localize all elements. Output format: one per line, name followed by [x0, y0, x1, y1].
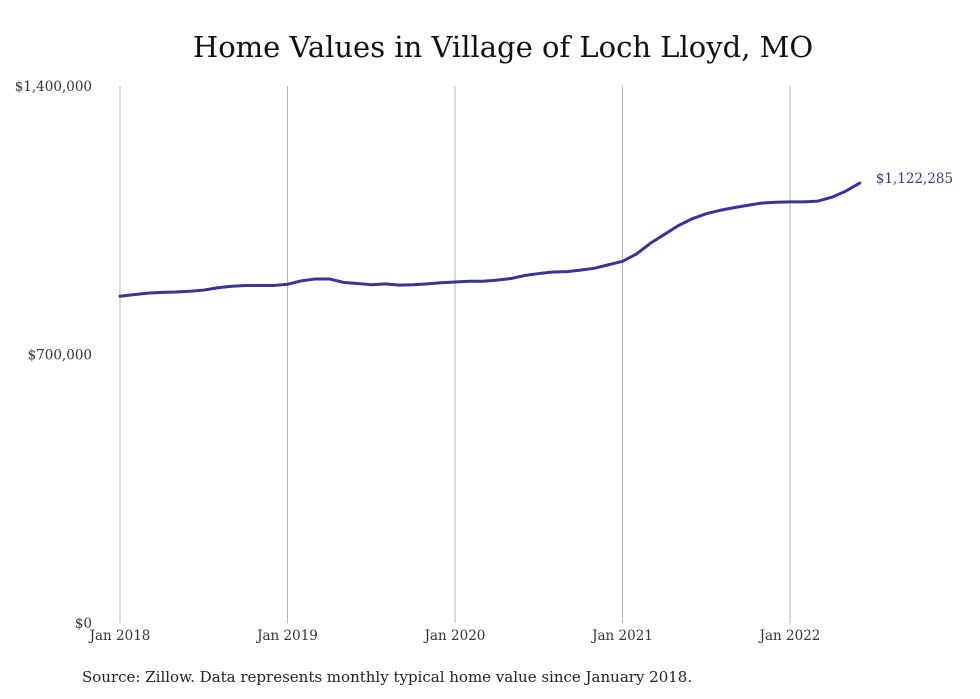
x-tick-label: Jan 2019: [255, 628, 318, 644]
end-value-label: $1,122,285: [876, 171, 953, 187]
y-tick-label: $1,400,000: [15, 79, 92, 95]
x-tick-label: Jan 2022: [758, 628, 821, 644]
x-tick-label: Jan 2021: [590, 628, 653, 644]
y-tick-label: $0: [75, 616, 92, 632]
series-line-0: [118, 181, 862, 298]
y-tick-label: $700,000: [28, 348, 92, 364]
x-tick-label: Jan 2018: [88, 628, 151, 644]
y-tick-labels: $0 $700,000 $1,400,000: [15, 79, 92, 632]
x-tick-label: Jan 2020: [423, 628, 486, 644]
chart-title: Home Values in Village of Loch Lloyd, MO: [192, 30, 814, 64]
x-tick-labels: Jan 2018 Jan 2019 Jan 2020 Jan 2021 Jan 2022: [88, 628, 821, 644]
gridlines: [119, 86, 791, 623]
source-note: Source: Zillow. Data represents monthly …: [82, 668, 693, 686]
end-label-layer: $1,122,285: [876, 171, 953, 187]
series-layer: [118, 181, 862, 298]
